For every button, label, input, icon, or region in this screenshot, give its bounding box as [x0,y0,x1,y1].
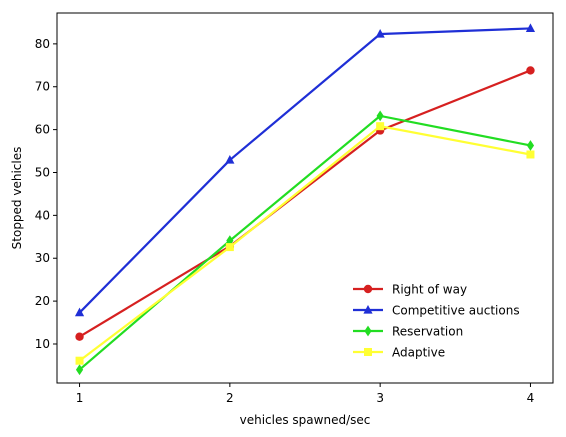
legend-label: Reservation [392,325,463,339]
plot-area [57,13,553,383]
data-point-adaptive [75,356,84,365]
plot-frame [56,12,554,384]
data-point-competitive-auctions [74,307,85,317]
y-tick-label: 60 [35,123,50,137]
series-layer [74,23,536,376]
data-point-adaptive [225,243,234,252]
y-tick-label: 70 [35,80,50,94]
legend-swatch-marker [364,325,372,337]
x-tick-label: 3 [376,391,384,405]
x-tick-label: 4 [527,391,535,405]
legend-item-adaptive: Adaptive [353,346,445,360]
y-tick-label: 50 [35,165,50,179]
data-point-reservation [526,140,535,151]
x-axis-ticks: 1 2 3 4 [76,383,535,405]
y-tick-label: 20 [35,294,50,308]
x-tick-label: 1 [76,391,84,405]
legend-swatch-marker [364,348,372,356]
legend-item-competitive-auctions: Competitive auctions [353,304,520,318]
y-tick-label: 80 [35,37,50,51]
data-point-right-of-way [526,66,535,75]
series-line-right-of-way [78,69,531,338]
legend: Right of way Competitive auctions Reservat… [353,283,520,360]
data-point-right-of-way [75,332,84,341]
data-point-competitive-auctions [375,29,385,38]
data-point-reservation [376,110,384,122]
data-point-adaptive [376,122,385,131]
y-tick-label: 10 [35,337,50,351]
data-point-reservation [75,364,84,376]
x-axis-label: vehicles spawned/sec [240,413,371,427]
legend-label: Competitive auctions [392,304,520,318]
y-tick-label: 30 [35,251,50,265]
legend-swatch-marker [363,305,373,314]
y-axis-label: Stopped vehicles [10,147,24,250]
legend-label: Adaptive [392,346,445,360]
x-tick-label: 2 [226,391,234,405]
data-point-competitive-auctions [225,155,235,164]
y-axis-ticks: 10 20 30 40 50 60 70 80 [35,37,57,351]
series-line-competitive-auctions [78,27,531,314]
data-point-adaptive [526,150,535,159]
legend-label: Right of way [392,283,467,297]
data-point-competitive-auctions [525,23,536,33]
y-tick-label: 40 [35,208,50,222]
legend-swatch-marker [363,284,373,294]
legend-item-right-of-way: Right of way [353,283,467,297]
series-line-adaptive [78,125,531,362]
legend-item-reservation: Reservation [353,325,463,339]
